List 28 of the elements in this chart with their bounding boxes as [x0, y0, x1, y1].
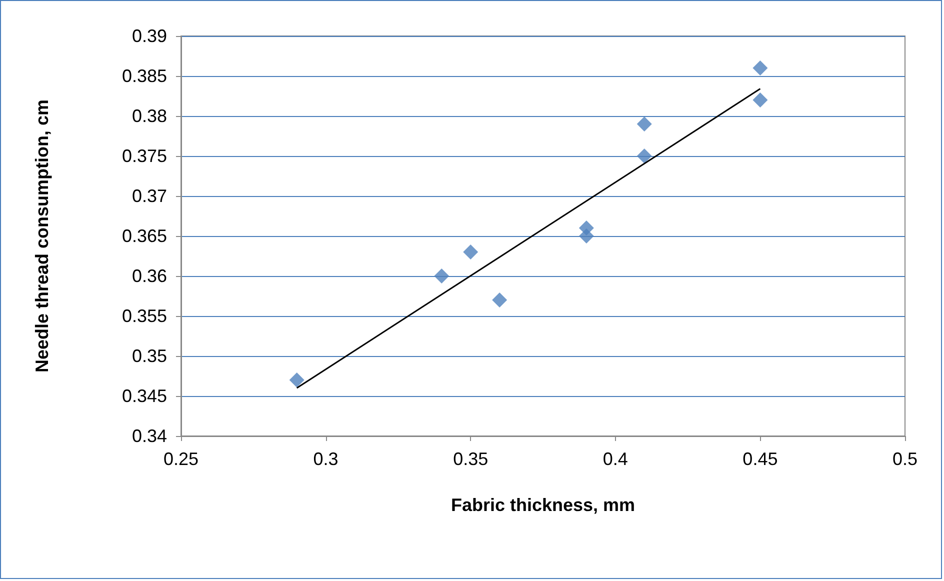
y-tick-label: 0.36 [132, 266, 167, 286]
y-tick-label: 0.34 [132, 426, 167, 446]
y-tick-label: 0.365 [122, 226, 167, 246]
y-tick-label: 0.35 [132, 346, 167, 366]
x-axis-title: Fabric thickness, mm [450, 495, 636, 515]
y-tick-label: 0.37 [132, 186, 167, 206]
x-tick-label: 0.5 [892, 449, 918, 469]
point [752, 60, 768, 76]
y-tick-label: 0.385 [122, 66, 167, 86]
x-tick-label: 0.3 [313, 449, 338, 469]
x-tick-label: 0.4 [602, 449, 628, 469]
y-tick-label: 0.38 [132, 106, 167, 126]
point [492, 292, 508, 308]
x-tick-label: 0.25 [163, 449, 199, 469]
point [636, 148, 652, 164]
point [289, 372, 304, 388]
point [434, 268, 450, 284]
point [578, 228, 594, 244]
y-tick-label: 0.355 [122, 306, 167, 326]
x-tick-label: 0.45 [742, 449, 778, 469]
point [463, 244, 478, 260]
y-tick-label: 0.345 [122, 386, 167, 406]
y-tick-label: 0.39 [132, 26, 167, 46]
y-axis-title: Needle thread consumption, cm [32, 99, 52, 373]
point [636, 116, 652, 132]
y-tick-label: 0.375 [122, 146, 167, 166]
point [752, 92, 768, 108]
x-tick-label: 0.35 [453, 449, 488, 469]
